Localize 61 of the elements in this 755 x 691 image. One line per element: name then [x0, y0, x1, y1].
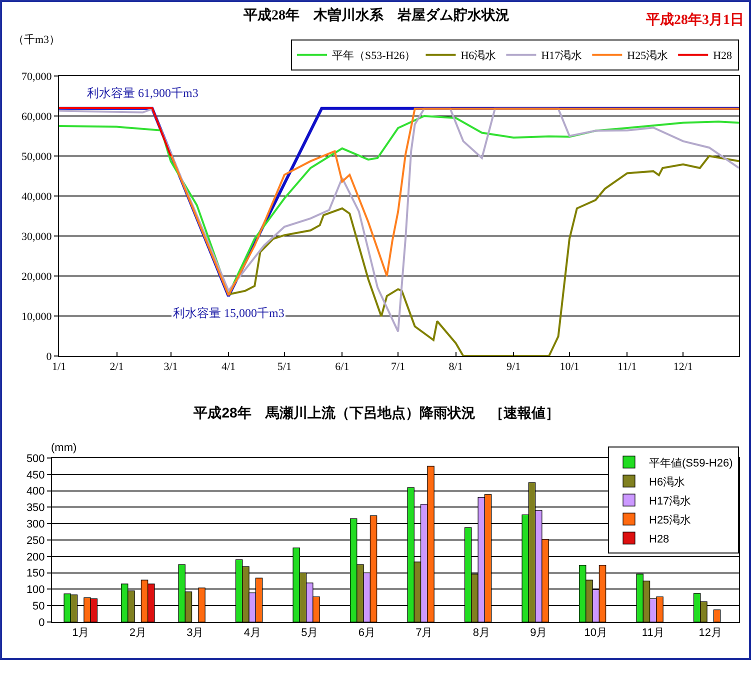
legend-label: H6渇水 — [649, 475, 686, 488]
legend-label: H25渇水 — [649, 513, 692, 526]
y-tick-label: 200 — [26, 551, 45, 564]
y-tick-label: 10,000 — [22, 310, 52, 323]
y-tick-label: 350 — [26, 502, 45, 514]
legend-label: H25渇水 — [627, 49, 668, 62]
x-tick-label: 6月 — [358, 627, 376, 640]
legend-label: H28 — [713, 50, 733, 62]
x-tick-label: 1月 — [72, 627, 90, 640]
y-axis-title: （千m3） — [13, 33, 60, 46]
x-tick-label: 4/1 — [222, 361, 236, 374]
y-tick-label: 0 — [46, 350, 52, 363]
x-tick-label: 4月 — [244, 627, 261, 640]
x-tick-label: 7/1 — [391, 361, 406, 374]
x-tick-label: 10/1 — [560, 361, 580, 374]
legend-label: 平年（S53-H26） — [332, 50, 416, 62]
y-tick-label: 20,000 — [22, 270, 52, 283]
y-tick-label: 250 — [26, 534, 45, 547]
x-tick-label: 8/1 — [448, 361, 463, 374]
annotation: 利水容量 15,000千m3 — [173, 306, 284, 320]
chart-subtitle: 平成28年3月1日 — [645, 12, 744, 28]
x-tick-label: 3月 — [186, 627, 204, 640]
y-tick-label: 70,000 — [22, 70, 52, 83]
y-tick-label: 50,000 — [22, 150, 52, 163]
legend-label: H17渇水 — [649, 494, 692, 508]
x-tick-label: 5/1 — [277, 361, 292, 374]
x-tick-label: 3/1 — [164, 361, 178, 374]
y-tick-label: 60,000 — [22, 110, 52, 123]
annotation: 利水容量 61,900千m3 — [87, 86, 198, 100]
y-tick-label: 100 — [26, 584, 45, 596]
y-tick-label: 300 — [26, 518, 45, 530]
x-tick-label: 11/1 — [618, 361, 637, 374]
y-tick-label: 450 — [26, 469, 45, 482]
y-tick-label: 150 — [26, 568, 45, 580]
y-axis-title: (mm) — [51, 442, 77, 454]
chart-title: 平成28年 木曽川水系 岩屋ダム貯水状況 — [242, 6, 510, 24]
y-tick-label: 30,000 — [22, 230, 52, 243]
x-tick-label: 2月 — [129, 627, 146, 640]
line-series — [170, 108, 739, 296]
x-tick-label: 11月 — [642, 627, 664, 640]
legend-label: H28 — [649, 533, 670, 546]
x-tick-label: 10月 — [584, 627, 608, 640]
chart-title: 平成28年 馬瀬川上流（下呂地点）降雨状況 ［速報値］ — [192, 404, 560, 420]
x-tick-label: 2/1 — [110, 361, 124, 374]
x-tick-label: 1/1 — [52, 361, 66, 374]
y-tick-label: 0 — [38, 616, 45, 629]
x-tick-label: 12月 — [698, 627, 722, 640]
x-tick-label: 6/1 — [335, 361, 350, 374]
x-tick-label: 12/1 — [673, 361, 693, 374]
x-tick-label: 8月 — [472, 627, 490, 640]
x-tick-label: 9月 — [530, 627, 548, 640]
x-tick-label: 7月 — [416, 627, 433, 640]
y-tick-label: 500 — [26, 452, 45, 465]
legend-label: H17渇水 — [541, 49, 582, 62]
x-tick-label: 5月 — [301, 627, 318, 640]
x-tick-label: 9/1 — [506, 361, 521, 374]
y-tick-label: 50 — [32, 600, 45, 612]
legend-label: H6渇水 — [460, 49, 496, 62]
y-tick-label: 400 — [26, 486, 45, 498]
y-tick-label: 40,000 — [22, 190, 52, 203]
legend-label: 平年値(S59-H26) — [649, 457, 733, 470]
